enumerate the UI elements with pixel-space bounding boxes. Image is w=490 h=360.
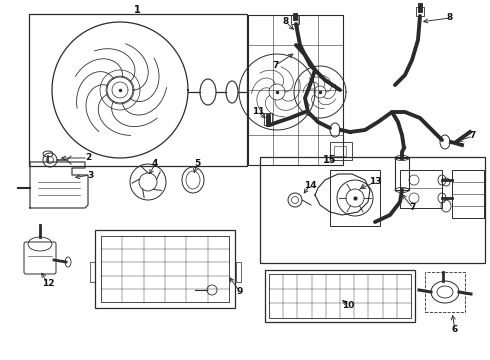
Bar	[334, 146, 346, 156]
Text: 4: 4	[152, 159, 158, 168]
Text: 7: 7	[410, 203, 416, 212]
Text: 14: 14	[304, 180, 317, 189]
Bar	[265, 270, 415, 322]
Text: 10: 10	[342, 301, 354, 310]
Bar	[416, 7, 424, 16]
Bar	[400, 170, 442, 208]
Text: 7: 7	[470, 131, 476, 140]
Text: 9: 9	[237, 288, 243, 297]
Bar	[260, 157, 485, 263]
Text: 3: 3	[87, 171, 93, 180]
Bar	[330, 142, 352, 160]
Text: 12: 12	[42, 279, 54, 288]
Bar	[95, 230, 235, 308]
Bar	[330, 170, 380, 226]
Text: 2: 2	[85, 153, 91, 162]
Bar	[452, 170, 484, 218]
Text: 7: 7	[273, 60, 279, 69]
Text: 11: 11	[252, 108, 264, 117]
Text: 8: 8	[447, 13, 453, 22]
Bar	[291, 15, 299, 24]
Bar	[264, 113, 272, 125]
Bar	[90, 262, 95, 282]
Text: 13: 13	[369, 177, 381, 186]
Bar	[29, 14, 247, 166]
Bar	[236, 262, 241, 282]
Bar	[395, 158, 409, 190]
Text: 1: 1	[134, 5, 140, 15]
Bar	[269, 274, 411, 318]
Bar	[101, 236, 229, 302]
Text: 15: 15	[323, 155, 337, 165]
Text: 6: 6	[452, 325, 458, 334]
Bar	[248, 15, 343, 165]
Text: 5: 5	[194, 159, 200, 168]
Text: 8: 8	[283, 18, 289, 27]
Bar	[425, 272, 465, 312]
